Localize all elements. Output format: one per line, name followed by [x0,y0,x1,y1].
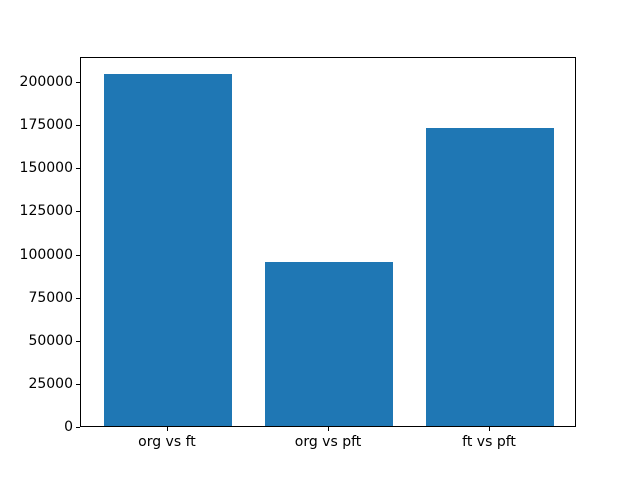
bar-org-vs-pft [264,262,394,426]
y-tick-mark [76,168,80,170]
bar-org-vs-ft [103,74,233,426]
x-tick-label: org vs pft [294,434,362,450]
y-tick-label: 0 [64,419,73,435]
y-tick-mark [76,211,80,213]
x-tick-mark [489,427,491,431]
bar-ft-vs-pft [425,127,555,426]
y-tick-mark [76,125,80,127]
plot-area [80,57,576,427]
y-tick-label: 200000 [19,74,73,90]
y-tick-label: 25000 [28,375,73,392]
y-tick-label: 150000 [19,160,73,177]
y-tick-label: 100000 [19,246,73,263]
y-tick-label: 175000 [19,117,73,134]
y-tick-label: 75000 [28,289,73,306]
x-tick-mark [166,427,168,431]
y-tick-mark [76,254,80,256]
y-tick-label: 125000 [19,203,73,220]
y-tick-mark [76,340,80,342]
y-tick-mark [76,427,80,428]
y-tick-mark [76,82,80,83]
x-tick-mark [328,427,329,431]
y-tick-label: 50000 [28,332,73,349]
x-tick-label: ft vs pft [462,434,516,450]
y-tick-mark [76,383,80,385]
y-tick-mark [76,297,80,299]
x-tick-label: org vs ft [138,434,196,450]
